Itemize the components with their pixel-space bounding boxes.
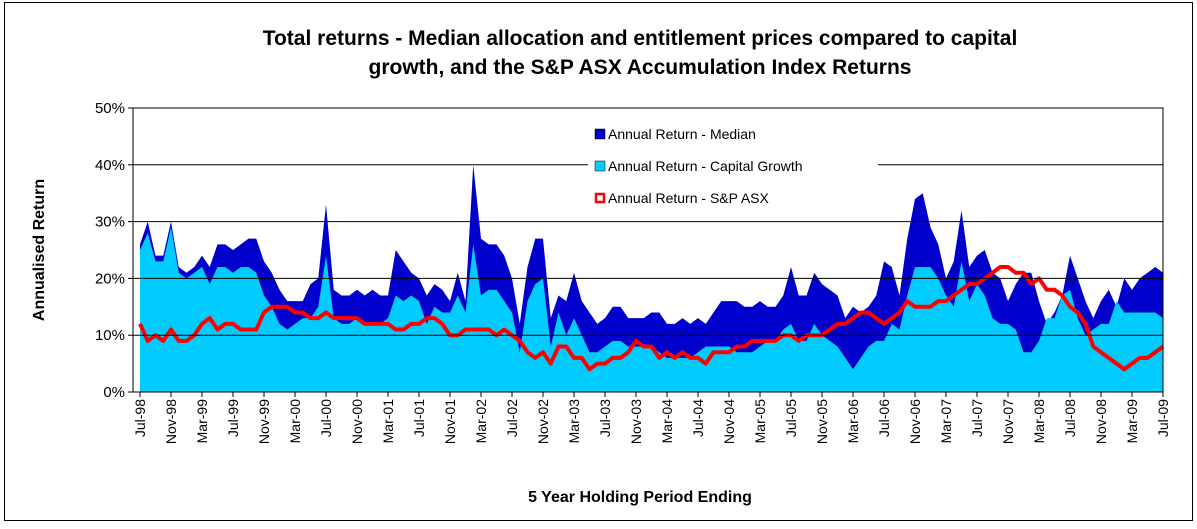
y-tick-label: 30% [95,214,125,231]
x-tick-label: Nov-98 [163,399,179,444]
x-tick-label: Nov-07 [1000,399,1016,444]
legend-swatch [594,160,606,172]
line [138,265,1165,372]
y-tick-label: 10% [95,327,125,344]
legend-label: Annual Return - Capital Growth [608,158,803,174]
x-tick-label: Jul-05 [783,399,799,437]
x-tick-label: Mar-99 [194,399,210,444]
y-axis-title: Annualised Return [31,179,48,321]
legend-swatch [594,192,606,204]
x-tick-label: Jul-99 [225,399,241,437]
chart-title: growth, and the S&P ASX Accumulation Ind… [369,56,912,79]
chart-title: Total returns - Median allocation and en… [263,27,1018,50]
y-tick-label: 20% [95,270,125,287]
x-tick-label: Mar-01 [380,399,396,444]
x-tick-label: Jul-01 [411,399,427,437]
x-tick-label: Jul-08 [1062,399,1078,437]
x-tick-label: Mar-09 [1124,399,1140,444]
x-tick-label: Jul-98 [132,399,148,437]
x-tick-label: Jul-07 [969,399,985,437]
plot-border [132,107,1164,393]
x-tick-label: Nov-03 [628,399,644,444]
x-tick-label: Jul-02 [504,399,520,437]
x-tick-label: Jul-06 [876,399,892,437]
x-tick-label: Nov-06 [907,399,923,444]
legend-swatch [594,128,606,140]
x-tick-label: Mar-02 [473,399,489,444]
x-tick-label: Nov-01 [442,399,458,444]
legend-label: Annual Return - Median [608,126,756,142]
x-tick-label: Nov-02 [535,399,551,444]
x-tick-label: Jul-03 [597,399,613,437]
x-tick-label: Nov-99 [256,399,272,444]
y-tick-label: 0% [103,384,125,401]
x-tick-label: Mar-07 [938,399,954,444]
x-tick-label: Nov-00 [349,399,365,444]
x-tick-label: Mar-06 [845,399,861,444]
x-tick-label: Mar-04 [659,399,675,444]
x-tick-label: Nov-04 [721,399,737,444]
x-tick-label: Jul-04 [690,399,706,437]
x-tick-label: Jul-09 [1155,399,1171,437]
x-tick-label: Nov-08 [1093,399,1109,444]
area [140,227,1163,392]
legend-box [588,118,878,216]
x-tick-label: Mar-03 [566,399,582,444]
y-tick-label: 50% [95,100,125,117]
legend-label: Annual Return - S&P ASX [608,190,769,206]
x-tick-label: Mar-00 [287,399,303,444]
x-tick-label: Nov-05 [814,399,830,444]
y-tick-label: 40% [95,157,125,174]
x-axis-title: 5 Year Holding Period Ending [528,489,752,506]
x-tick-label: Jul-00 [318,399,334,437]
x-tick-label: Mar-08 [1031,399,1047,444]
x-tick-label: Mar-05 [752,399,768,444]
